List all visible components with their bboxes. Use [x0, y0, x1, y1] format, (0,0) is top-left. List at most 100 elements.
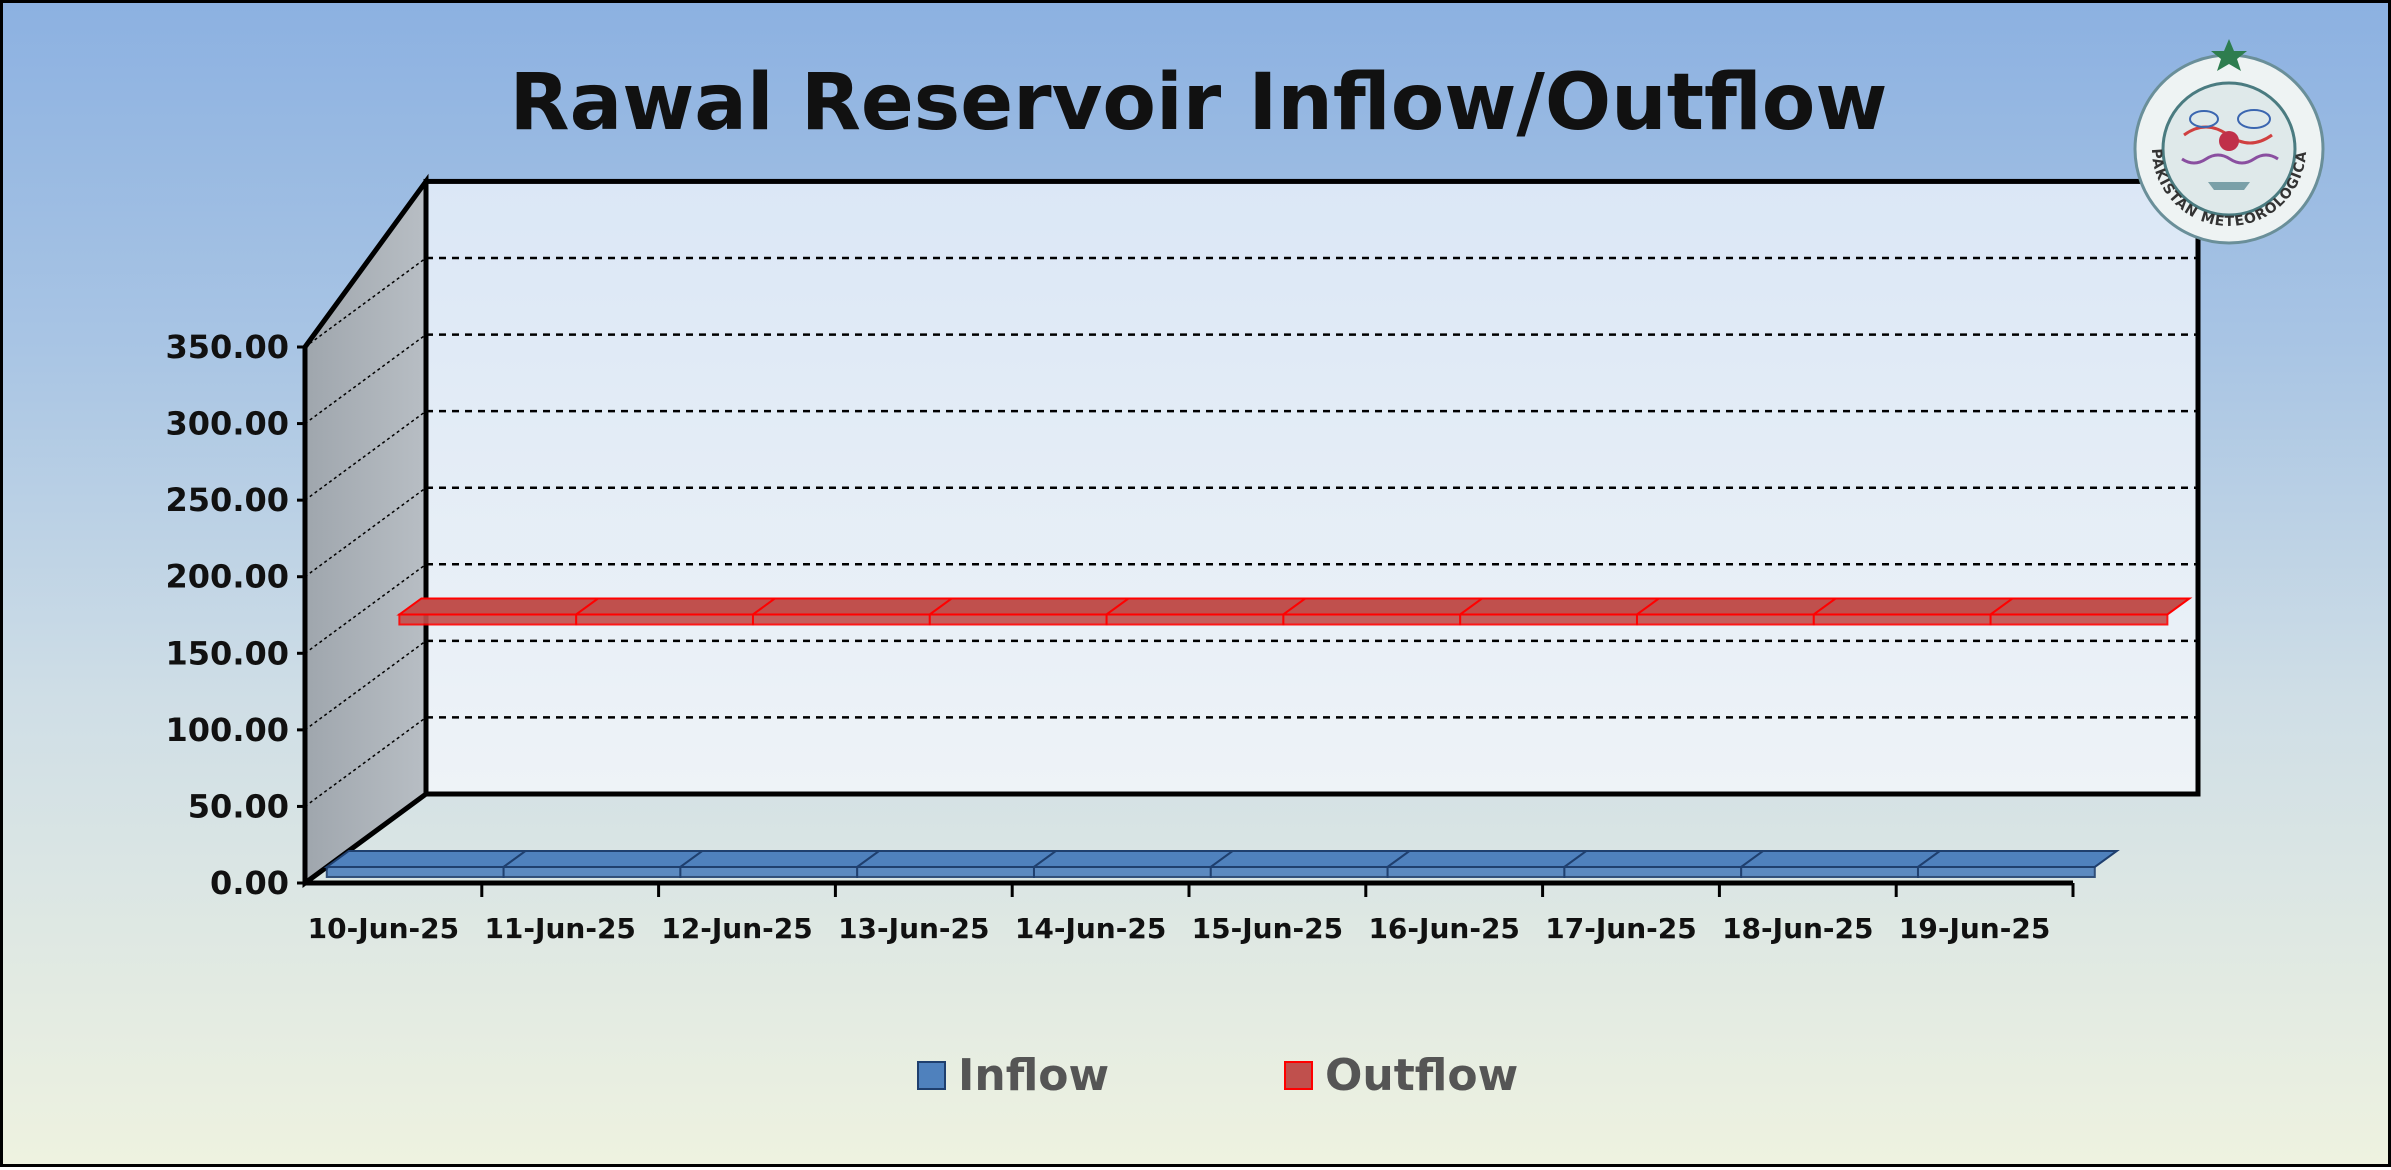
legend-item-outflow: Outflow — [1284, 1045, 1518, 1105]
bar-outflow — [1103, 597, 1309, 626]
bar-front — [398, 613, 578, 626]
bar-inflow — [854, 849, 1060, 878]
bar-front — [1740, 865, 1919, 878]
x-tick-label: 17-Jun-25 — [1545, 912, 1696, 945]
bar-inflow — [500, 849, 706, 878]
bar-top — [573, 597, 779, 616]
bar-outflow — [749, 597, 955, 626]
bar-top — [1738, 849, 1944, 868]
legend-swatch-inflow — [917, 1060, 946, 1090]
legend-label-inflow: Inflow — [958, 1049, 1110, 1101]
bar-top — [1987, 597, 2193, 616]
chart-title: Rawal Reservoir Inflow/Outflow — [509, 58, 1888, 148]
bar-top — [1280, 597, 1486, 616]
y-tick-label: 100.00 — [166, 711, 289, 749]
bar-front — [751, 613, 931, 626]
gridline-side — [304, 640, 427, 731]
gridline-side — [304, 563, 427, 654]
legend-swatch-outflow — [1284, 1060, 1313, 1090]
bar-inflow — [323, 849, 529, 878]
bar-top — [1207, 849, 1413, 868]
y-tick-label: 350.00 — [166, 328, 289, 366]
bar-inflow — [1561, 849, 1767, 878]
bar-front — [856, 865, 1035, 878]
bar-top — [1561, 849, 1767, 868]
bar-front — [575, 613, 754, 626]
side-wall — [302, 173, 429, 888]
bar-front — [1989, 613, 2169, 626]
axis-labels: 0.00 50.00 100.00 150.00 200.00 250.00 300.00 3… — [166, 328, 2051, 945]
bar-front — [1635, 613, 1815, 626]
bar-outflow — [1987, 597, 2193, 626]
y-tick-label: 150.00 — [166, 634, 289, 672]
bar-front — [1916, 865, 2096, 878]
x-tick-label: 16-Jun-25 — [1368, 912, 1519, 945]
bar-inflow — [1207, 849, 1413, 878]
bar-inflow — [1030, 849, 1236, 878]
bar-top — [1457, 597, 1663, 616]
bar-outflow — [1810, 597, 2016, 626]
axes — [297, 345, 2075, 897]
bar-top — [749, 597, 955, 616]
bar-inflow — [677, 849, 883, 878]
bar-front — [502, 865, 682, 878]
bar-front — [1105, 613, 1285, 626]
y-tick-label: 50.00 — [188, 787, 289, 825]
y-tick-label: 250.00 — [166, 481, 289, 519]
bar-top — [323, 849, 529, 868]
bar-front — [1812, 613, 1992, 626]
bar-inflow — [1914, 849, 2120, 878]
gridline-side — [304, 333, 427, 425]
bar-front — [1563, 865, 1743, 878]
y-tick-label: 200.00 — [166, 558, 289, 596]
bar-top — [1633, 597, 1839, 616]
bar-front — [1209, 865, 1389, 878]
x-tick-label: 11-Jun-25 — [484, 912, 635, 945]
legend-label-outflow: Outflow — [1325, 1049, 1519, 1101]
bar-front — [1386, 865, 1566, 878]
x-tick-label: 12-Jun-25 — [661, 912, 812, 945]
bar-inflow — [1384, 849, 1590, 878]
y-tick-label: 300.00 — [166, 405, 289, 443]
bar-top — [1384, 849, 1590, 868]
y-tick-label: 0.00 — [210, 864, 289, 902]
x-tick-label: 18-Jun-25 — [1722, 912, 1873, 945]
gridline-side — [304, 716, 427, 808]
bar-front — [1459, 613, 1638, 626]
bar-top — [1030, 849, 1236, 868]
gridline-side — [304, 257, 427, 348]
bar-top — [1103, 597, 1309, 616]
bar-top — [677, 849, 883, 868]
bar-top — [500, 849, 706, 868]
data-series — [323, 597, 2193, 878]
bar-outflow — [1457, 597, 1663, 626]
bar-front — [928, 613, 1108, 626]
bar-front — [1282, 613, 1462, 626]
pmd-logo: PAKISTAN METEOROLOGICAL DEPARTMENT — [2124, 37, 2325, 245]
bar-outflow — [573, 597, 779, 626]
bar-outflow — [926, 597, 1132, 626]
bar-front — [1032, 865, 1212, 878]
x-tick-label: 19-Jun-25 — [1899, 912, 2050, 945]
bar-top — [1810, 597, 2016, 616]
chart-walls — [302, 173, 2201, 888]
chart-plot: 0.00 50.00 100.00 150.00 200.00 250.00 300.00 3… — [166, 173, 2201, 945]
gridlines — [304, 256, 2198, 808]
bar-front — [325, 865, 505, 878]
legend-item-inflow: Inflow — [917, 1045, 1109, 1105]
bar-front — [679, 865, 859, 878]
bar-outflow — [1633, 597, 1839, 626]
gridline-side — [304, 410, 427, 501]
bar-inflow — [1738, 849, 1944, 878]
x-tick-label: 10-Jun-25 — [308, 912, 459, 945]
bar-outflow — [1280, 597, 1486, 626]
bar-top — [1914, 849, 2120, 868]
bar-top — [396, 597, 602, 616]
x-tick-label: 15-Jun-25 — [1192, 912, 1343, 945]
x-tick-label: 14-Jun-25 — [1015, 912, 1166, 945]
bar-top — [854, 849, 1060, 868]
x-tick-label: 13-Jun-25 — [838, 912, 989, 945]
gridline-side — [304, 487, 427, 578]
bar-top — [926, 597, 1132, 616]
